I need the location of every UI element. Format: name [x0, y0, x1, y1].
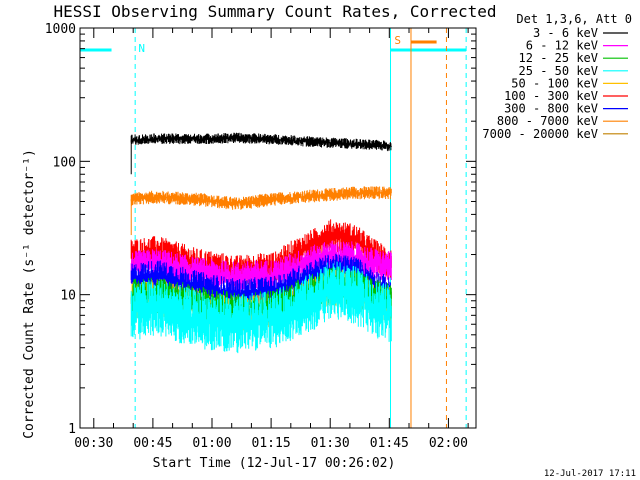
x-axis-label: Start Time (12-Jul-17 00:26:02): [153, 456, 396, 471]
legend-label: 12 - 25 keV: [519, 51, 598, 65]
x-tick-label: 01:15: [252, 436, 291, 451]
plot-frame: [79, 27, 477, 429]
x-tick-label: 02:00: [429, 436, 468, 451]
legend-title: Det 1,3,6, Att 0: [516, 12, 632, 26]
x-tick-label: 00:30: [74, 436, 113, 451]
legend-label: 7000 - 20000 keV: [482, 127, 598, 141]
x-tick-label: 01:00: [192, 436, 231, 451]
x-tick-label: 01:30: [311, 436, 350, 451]
legend-label: 100 - 300 keV: [504, 89, 598, 103]
series-layer: [130, 132, 392, 354]
series-3-6keV-line: [130, 132, 392, 152]
timestamp-label: 12-Jul-2017 17:11: [544, 469, 636, 479]
y-tick-label: 1: [68, 422, 76, 437]
y-tick-label: 10: [60, 289, 76, 304]
legend-label: 25 - 50 keV: [519, 64, 598, 78]
legend-label: 3 - 6 keV: [533, 26, 598, 40]
chart-title: HESSI Observing Summary Count Rates, Cor…: [53, 2, 496, 21]
legend-label: 6 - 12 keV: [526, 39, 598, 53]
saa-flag-label: S: [394, 34, 401, 47]
x-tick-label: 00:45: [133, 436, 172, 451]
y-axis-label: Corrected Count Rate (s⁻¹ detector⁻¹): [22, 149, 37, 439]
legend-label: 800 - 7000 keV: [497, 114, 598, 128]
instrument-flags: NS: [79, 28, 467, 428]
legend-label: 50 - 100 keV: [511, 76, 598, 90]
x-tick-label: 01:45: [370, 436, 409, 451]
series-25-50keV-line: [130, 261, 392, 354]
series-800-7000keV-line: [130, 186, 392, 210]
y-tick-label: 1000: [45, 22, 76, 37]
axes: 1 10 100 1000 00:30 00:45 01:00 01:15 01:30 01:45…: [45, 22, 477, 451]
night-flag-label: N: [138, 42, 145, 55]
legend-label: 300 - 800 keV: [504, 102, 598, 116]
y-tick-label: 100: [53, 155, 76, 170]
